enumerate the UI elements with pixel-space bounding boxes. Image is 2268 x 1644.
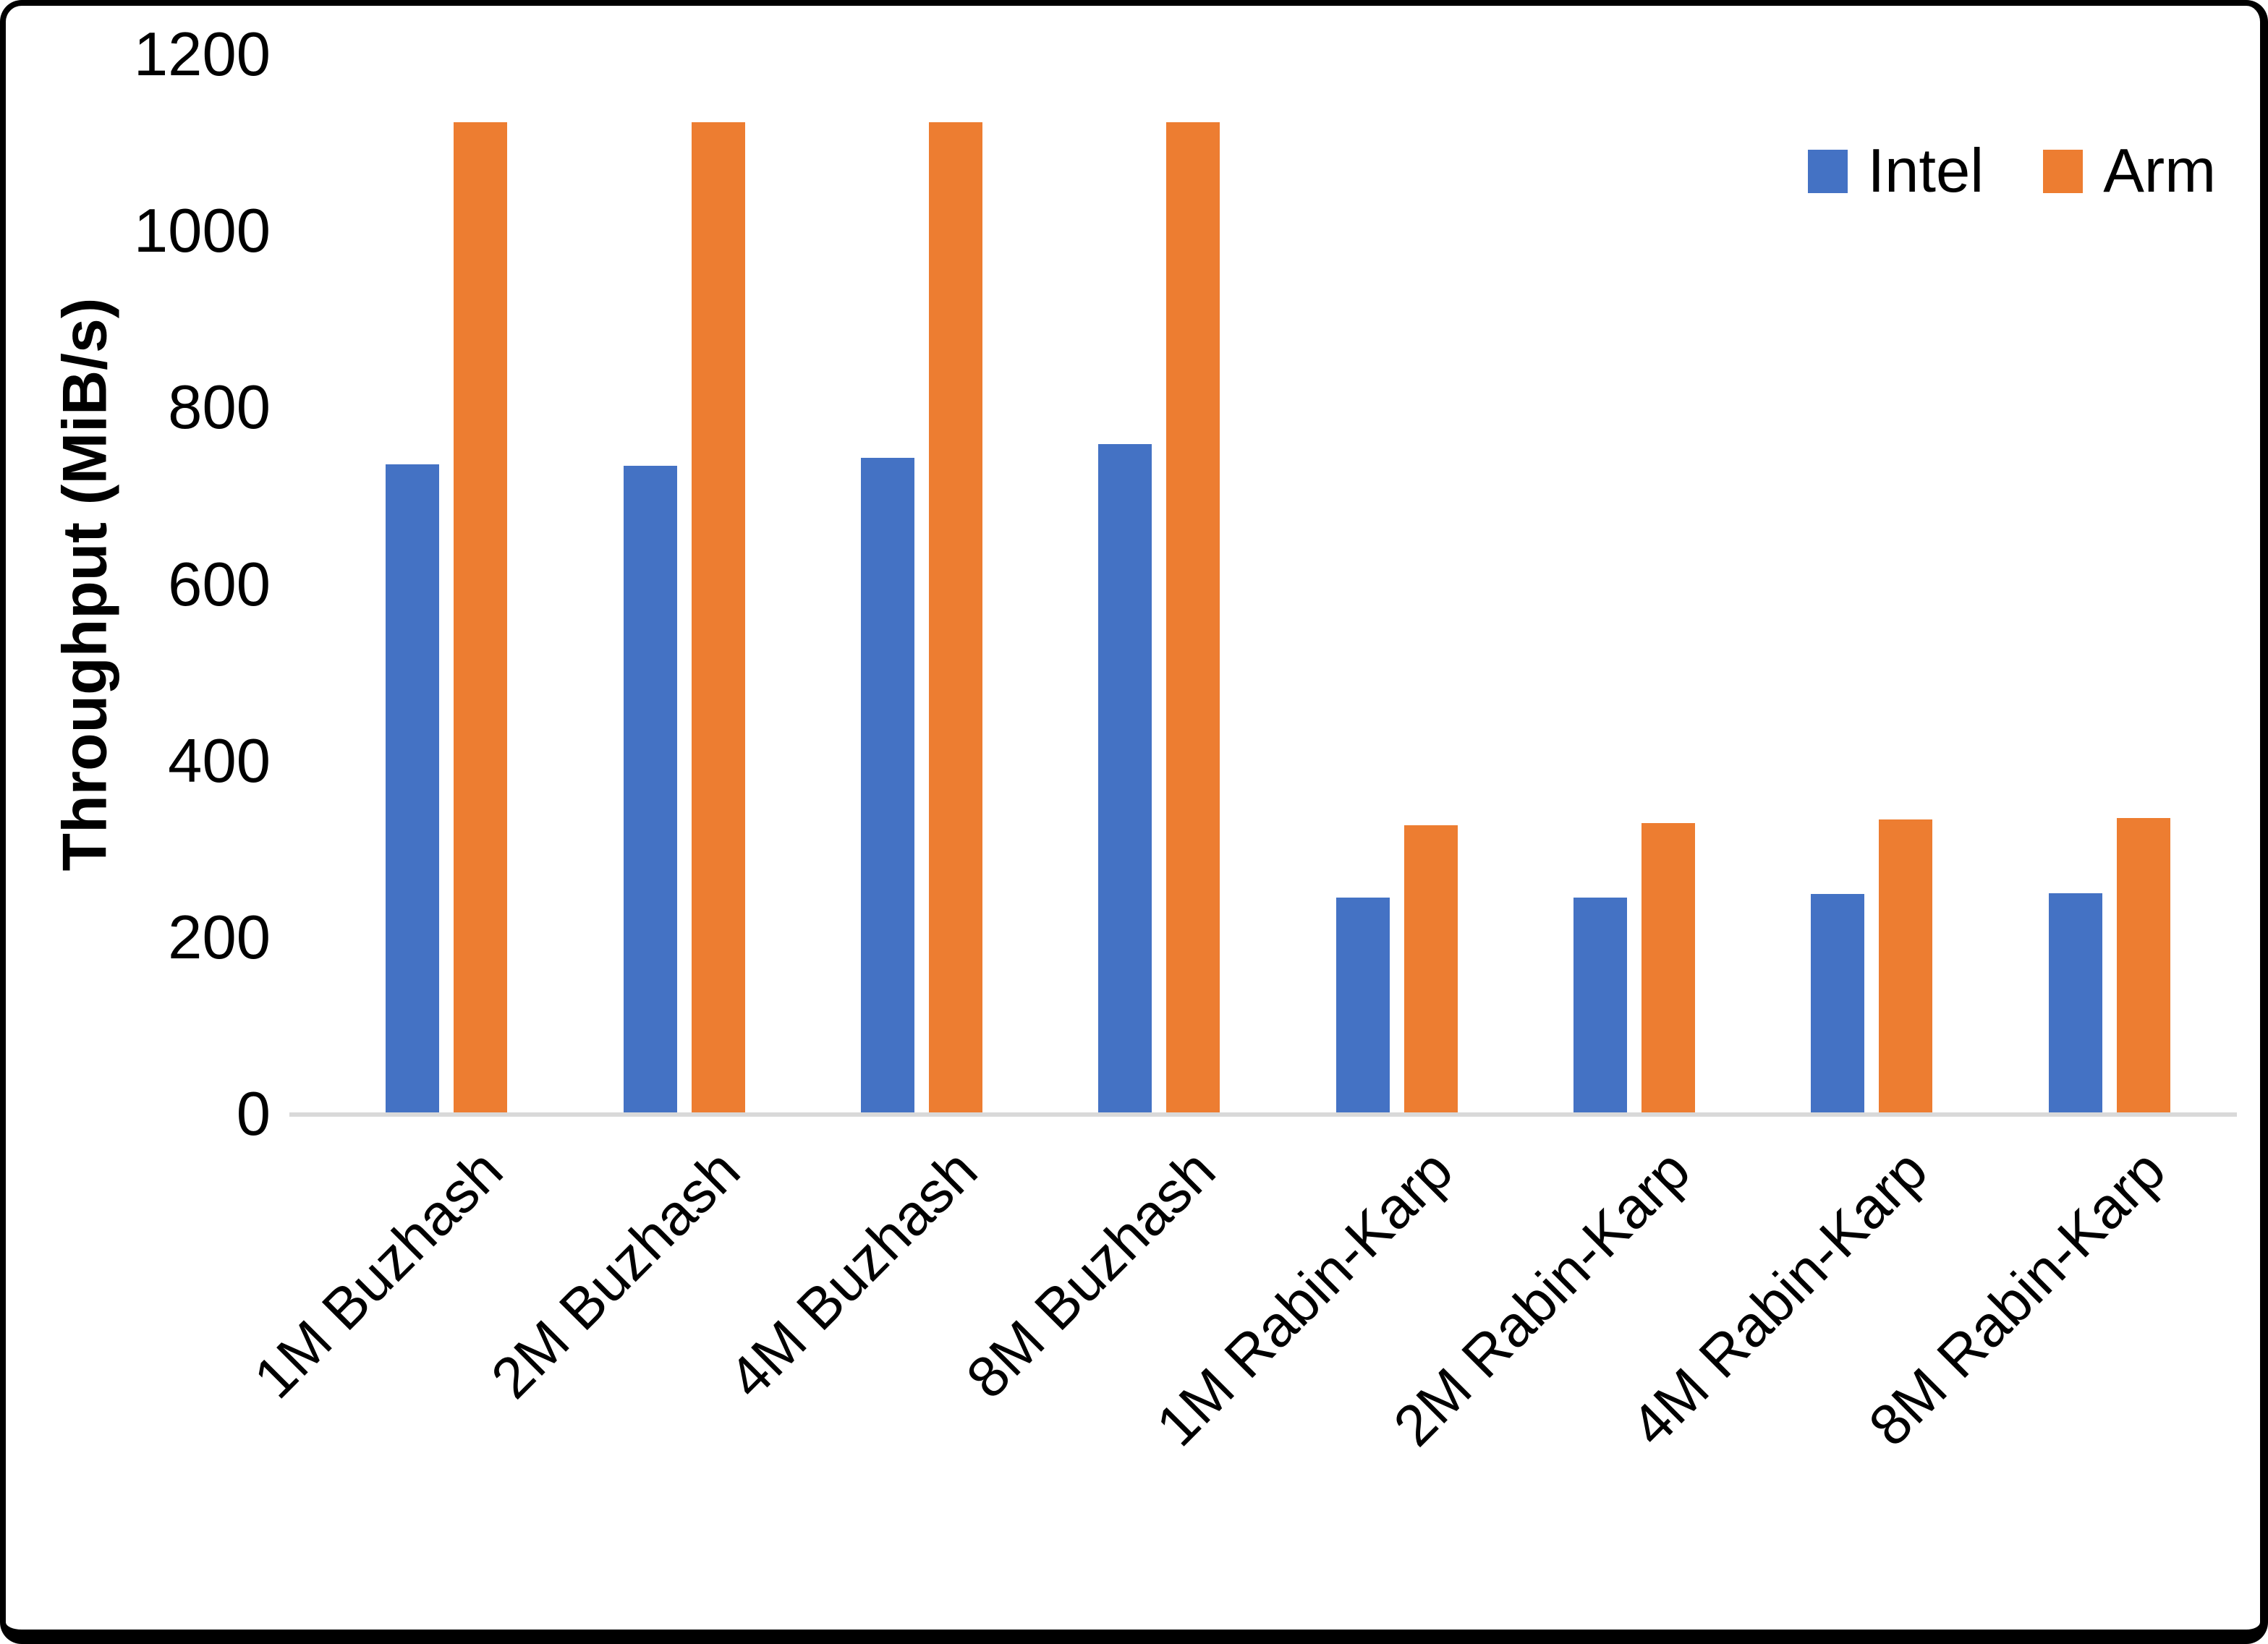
- bar-group: [803, 55, 1040, 1115]
- x-category-label: 1M Buzhash: [241, 1137, 514, 1411]
- legend: Intel Arm: [1807, 136, 2216, 207]
- bar-group: [1040, 55, 1278, 1115]
- bar-group: [328, 55, 565, 1115]
- bar-intel-3: [860, 457, 914, 1115]
- y-tick-label: 1200: [133, 20, 271, 89]
- y-tick-label: 1000: [133, 197, 271, 266]
- intel-legend-swatch: [1807, 150, 1848, 193]
- bar-intel-8: [2048, 893, 2102, 1115]
- bar-intel-6: [1573, 897, 1628, 1115]
- bar-intel-5: [1335, 897, 1390, 1115]
- y-tick-label: 0: [236, 1080, 271, 1149]
- arm-legend-label: Arm: [2103, 137, 2216, 205]
- bar-arm-5: [1403, 825, 1458, 1115]
- y-tick-label: 800: [168, 373, 271, 443]
- arm-legend-swatch: [2043, 150, 2084, 193]
- bar-intel-1: [386, 464, 440, 1115]
- y-tick-label: 200: [168, 903, 271, 972]
- bar-group: [565, 55, 802, 1115]
- bar-arm-6: [1641, 823, 1696, 1115]
- x-category-label: 4M Buzhash: [716, 1137, 990, 1411]
- bar-arm-7: [1879, 819, 1933, 1115]
- bar-arm-8: [2116, 817, 2170, 1115]
- bar-group: [1991, 55, 2228, 1115]
- bar-intel-7: [1811, 893, 1865, 1115]
- bar-intel-2: [623, 465, 677, 1115]
- plot-area: [328, 55, 2228, 1115]
- x-axis-line: [289, 1112, 2237, 1117]
- bar-arm-1: [454, 122, 508, 1115]
- y-tick-label: 600: [168, 550, 271, 619]
- bar-arm-2: [691, 122, 745, 1115]
- legend-item-arm: Arm: [2043, 136, 2216, 207]
- bar-intel-4: [1098, 444, 1152, 1115]
- legend-item-intel: Intel: [1807, 136, 1984, 207]
- y-tick-label: 400: [168, 726, 271, 796]
- bar-group: [1753, 55, 1990, 1115]
- x-category-label: 2M Buzhash: [478, 1137, 752, 1411]
- bar-arm-3: [928, 122, 982, 1115]
- bar-arm-4: [1166, 122, 1220, 1115]
- bar-group: [1516, 55, 1753, 1115]
- bar-group: [1278, 55, 1516, 1115]
- intel-legend-label: Intel: [1867, 137, 1984, 205]
